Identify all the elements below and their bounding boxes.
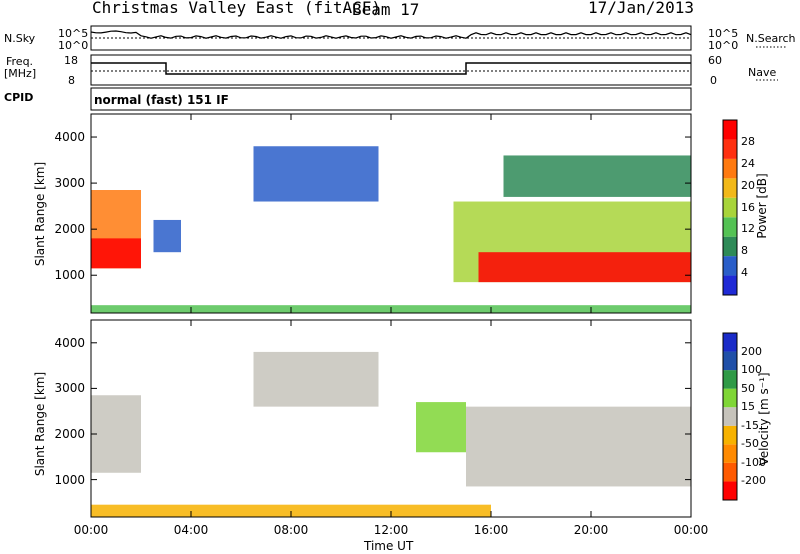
nsky-trace (90, 30, 692, 39)
nsky-label: N.Sky (4, 32, 36, 45)
velocity-colorbar-segment (723, 370, 737, 389)
beam-label: Beam 17 (352, 0, 420, 19)
power-region-3 (253, 146, 379, 202)
velocity-colorbar-segment (723, 444, 737, 463)
colorbar-tick-label: 200 (741, 344, 762, 358)
frequency-trace (91, 62, 691, 75)
power-colorbar-segment (723, 197, 737, 218)
colorbar-tick-label: -15 (741, 418, 759, 432)
nsearch-label: N.Search (746, 32, 796, 45)
freq-tick-low: 8 (68, 74, 75, 87)
freq-tick-high: 18 (64, 54, 78, 67)
power-colorbar-segment (723, 120, 737, 140)
power-region-1 (91, 238, 141, 269)
velocity-colorbar-segment (723, 425, 737, 445)
colorbar-tick-label: 24 (741, 156, 755, 170)
y-tick-label: 4000 (54, 335, 85, 350)
nave-tick-low: 0 (710, 74, 717, 87)
colorbar-tick-label: 100 (741, 363, 762, 377)
velocity-colorbar-segment (723, 481, 737, 500)
velocity-colorbar-label: Velocity [m s⁻¹] (757, 372, 771, 466)
nave-tick-high: 60 (708, 54, 722, 67)
noise-right-tick-low: 10^0 (708, 39, 739, 52)
power-colorbar-segment (723, 275, 737, 295)
x-tick-label: 20:00 (573, 523, 609, 537)
velocity-y-axis-label: Slant Range [km] (33, 371, 47, 477)
power-colorbar-segment (723, 236, 737, 257)
colorbar-tick-label: -200 (741, 474, 766, 488)
noise-left-tick-low: 10^0 (58, 39, 89, 52)
colorbar-tick-label: 28 (741, 134, 755, 148)
colorbar-tick-label: 12 (741, 222, 755, 236)
power-colorbar-segment (723, 217, 737, 237)
power-colorbar-segment (723, 256, 737, 276)
cpid-label: CPID (4, 91, 34, 104)
x-tick-label: 00:00 (73, 523, 109, 537)
colorbar-tick-label: 16 (741, 200, 755, 214)
velocity-colorbar-frame (722, 332, 738, 501)
cpid-value: normal (fast) 151 IF (94, 93, 229, 107)
x-tick-label: 00:00 (673, 523, 709, 537)
y-tick-label: 4000 (54, 130, 85, 145)
velocity-colorbar-segment (723, 333, 737, 352)
power-colorbar-frame (722, 119, 738, 296)
y-tick-label: 2000 (54, 427, 85, 441)
y-tick-label: 3000 (54, 381, 85, 396)
noise-left-tick-high: 10^5 (58, 27, 89, 40)
x-tick-label: 16:00 (473, 523, 509, 537)
cpid-panel-frame (90, 87, 692, 111)
velocity-region-0 (91, 395, 141, 473)
colorbar-tick-label: -50 (741, 437, 759, 451)
nave-label: Nave (748, 66, 777, 79)
power-colorbar-label: Power [dB] (755, 173, 769, 239)
y-tick-label: 1000 (54, 472, 85, 487)
power-colorbar-segment (723, 178, 737, 198)
power-region-5 (478, 252, 691, 283)
y-tick-label: 2000 (54, 222, 85, 237)
chart-title: Christmas Valley East (fitACF) (92, 0, 381, 17)
x-axis-label: Time UT (364, 539, 414, 553)
velocity-colorbar-segment (723, 388, 737, 408)
colorbar-tick-label: -100 (741, 455, 766, 469)
freq-label: Freq. (6, 55, 34, 68)
x-tick-label: 12:00 (373, 523, 409, 537)
colorbar-tick-label: 8 (741, 244, 748, 258)
colorbar-tick-label: 50 (741, 381, 755, 395)
power-y-axis-label: Slant Range [km] (33, 161, 47, 267)
y-tick-label: 1000 (54, 268, 85, 283)
power-region-6 (503, 155, 691, 197)
power-region-2 (153, 219, 181, 253)
colorbar-tick-label: 4 (741, 266, 748, 280)
power-colorbar-segment (723, 139, 737, 159)
noise-right-tick-high: 10^5 (708, 27, 739, 40)
power-colorbar-segment (723, 158, 737, 179)
colorbar-tick-label: 20 (741, 178, 755, 192)
velocity-colorbar-segment (723, 462, 737, 482)
x-tick-label: 04:00 (173, 523, 209, 537)
freq-panel-frame (90, 54, 692, 86)
x-tick-label: 08:00 (273, 523, 309, 537)
velocity-region-3 (466, 406, 691, 487)
velocity-region-1 (253, 351, 379, 407)
y-tick-label: 3000 (54, 176, 85, 191)
freq-unit-label: [MHz] (4, 67, 37, 80)
velocity-region-2 (416, 402, 466, 453)
colorbar-tick-label: 15 (741, 400, 755, 414)
velocity-colorbar-segment (723, 407, 737, 426)
date-label: 17/Jan/2013 (588, 0, 694, 17)
velocity-colorbar-segment (723, 351, 737, 371)
